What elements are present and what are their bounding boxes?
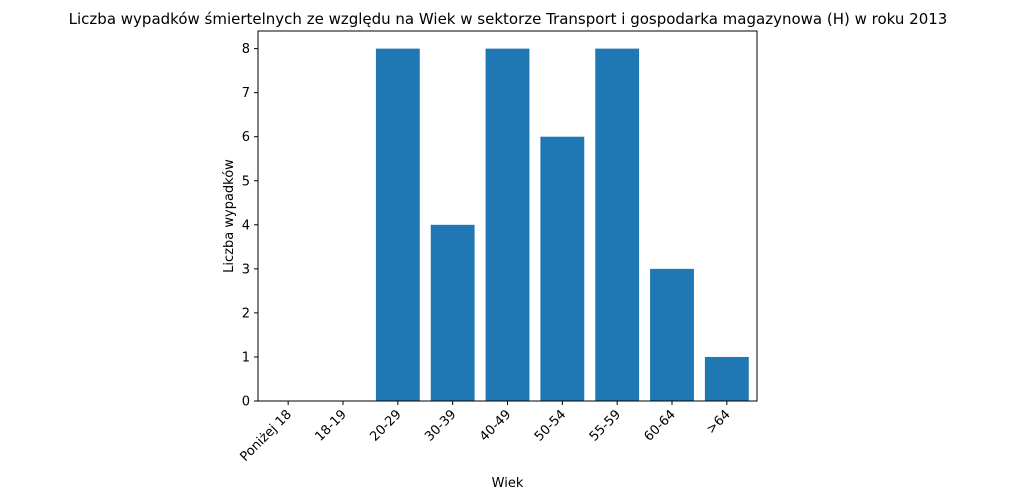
bar (595, 48, 640, 402)
bars-group (375, 48, 749, 402)
y-tick-label: 6 (242, 130, 250, 145)
bar (375, 48, 420, 402)
y-tick-label: 1 (242, 350, 250, 365)
y-axis-label: Liczba wypadków (222, 159, 237, 273)
y-tick-label: 8 (242, 42, 250, 57)
y-axis: 0 1 2 3 4 5 6 7 8 (242, 42, 258, 410)
x-tick-label: 60-64 (642, 407, 679, 444)
x-tick-label: Poniżej 18 (238, 407, 295, 464)
x-tick-label: 55-59 (587, 407, 624, 444)
bar (540, 136, 585, 401)
x-tick-label: 18-19 (313, 407, 350, 444)
y-tick-label: 0 (242, 395, 250, 410)
x-tick-label: >64 (704, 407, 734, 437)
x-tick-label: 50-54 (532, 407, 569, 444)
y-tick-label: 4 (242, 218, 250, 233)
x-tick-label: 30-39 (422, 407, 459, 444)
y-tick-label: 7 (242, 86, 250, 101)
y-tick-label: 3 (242, 262, 250, 277)
chart-title: Liczba wypadków śmiertelnych ze względu … (69, 10, 948, 28)
bar (430, 224, 475, 401)
x-axis-label: Wiek (492, 476, 524, 491)
bar (650, 268, 694, 401)
x-tick-label: 20-29 (367, 407, 404, 444)
bar (704, 356, 749, 401)
x-tick-label: 40-49 (477, 407, 514, 444)
y-tick-label: 2 (242, 306, 250, 321)
plot-frame (257, 30, 758, 402)
bar (485, 48, 530, 402)
y-tick-label: 5 (242, 174, 250, 189)
x-axis: Poniżej 18 18-19 20-29 30-39 40-49 50-54 55-59… (238, 401, 734, 465)
